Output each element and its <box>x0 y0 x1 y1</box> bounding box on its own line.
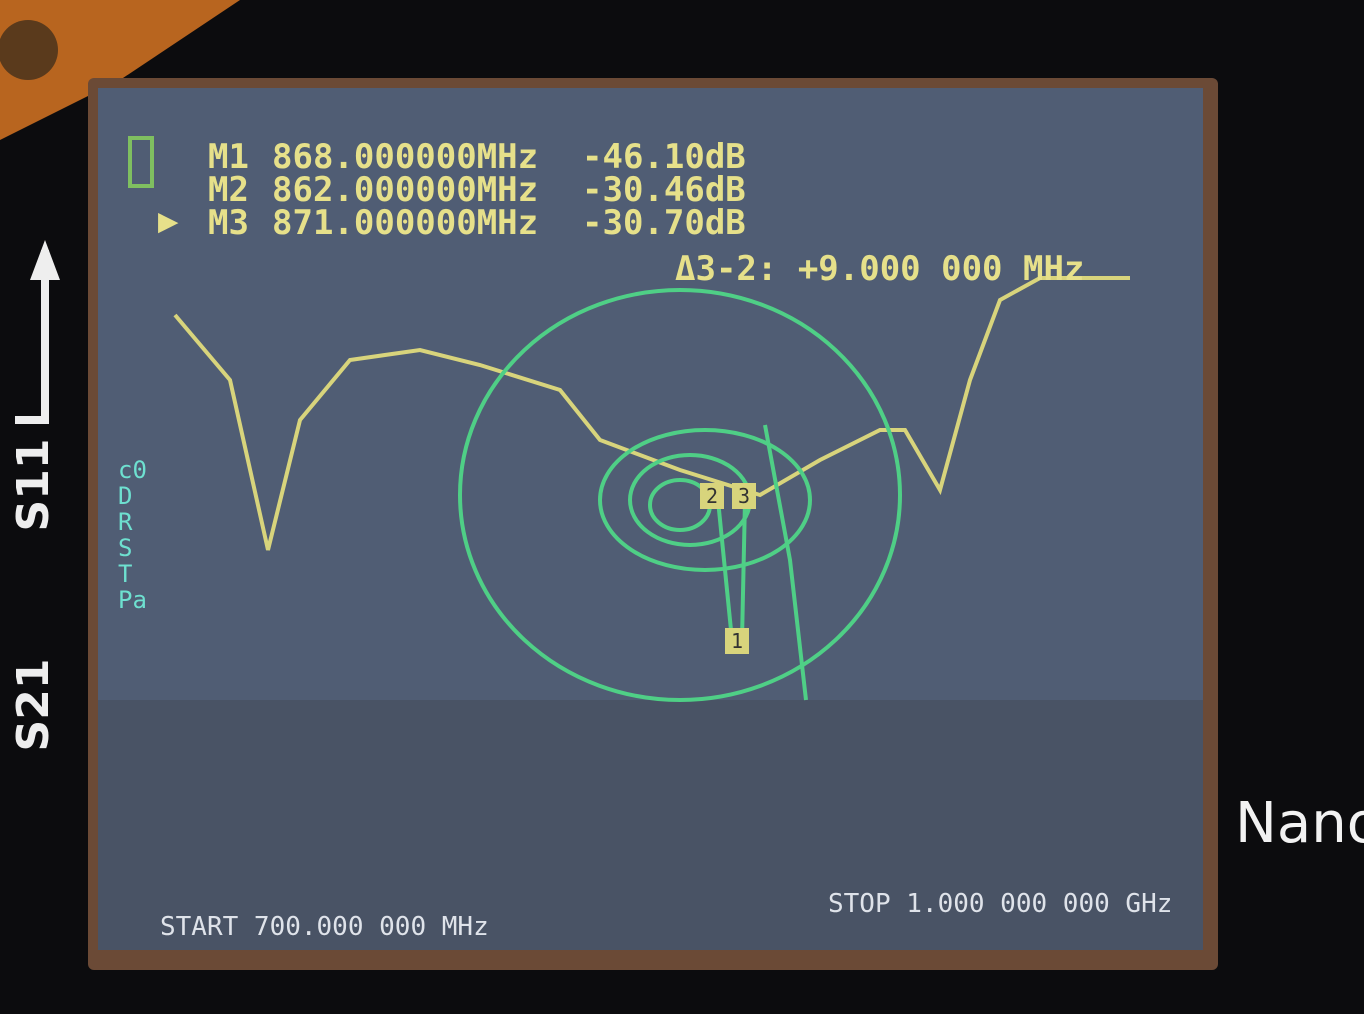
status-label: c0 <box>118 456 147 484</box>
trace-marker-label: 1 <box>731 629 743 653</box>
port-label: S21 <box>8 659 59 752</box>
status-label: S <box>118 534 132 562</box>
trace-marker-label: 3 <box>738 484 750 508</box>
trace-marker-label: 2 <box>706 484 718 508</box>
marker-value: -30.70dB <box>582 203 746 243</box>
marker-frequency: 871.000000MHz <box>272 203 538 243</box>
marker-id: M3 <box>208 203 249 243</box>
delta-readout: Δ3-2: +9.000 000 MHz <box>675 249 1084 289</box>
screw <box>0 20 58 80</box>
active-marker-indicator: ▶ <box>158 201 179 241</box>
brand: Nano <box>1235 791 1364 856</box>
status-label: R <box>118 508 133 536</box>
status-label: Pa <box>118 586 147 614</box>
port-label: S11 <box>8 439 59 532</box>
status-label: T <box>118 560 132 588</box>
start-frequency: START 700.000 000 MHz <box>160 912 489 942</box>
status-label: D <box>118 482 132 510</box>
device-photo: S11 S21 Nano 2 3 1 ▶ M1868.000000MHz-46.… <box>0 0 1364 1014</box>
stop-frequency: STOP 1.000 000 000 GHz <box>828 889 1172 919</box>
